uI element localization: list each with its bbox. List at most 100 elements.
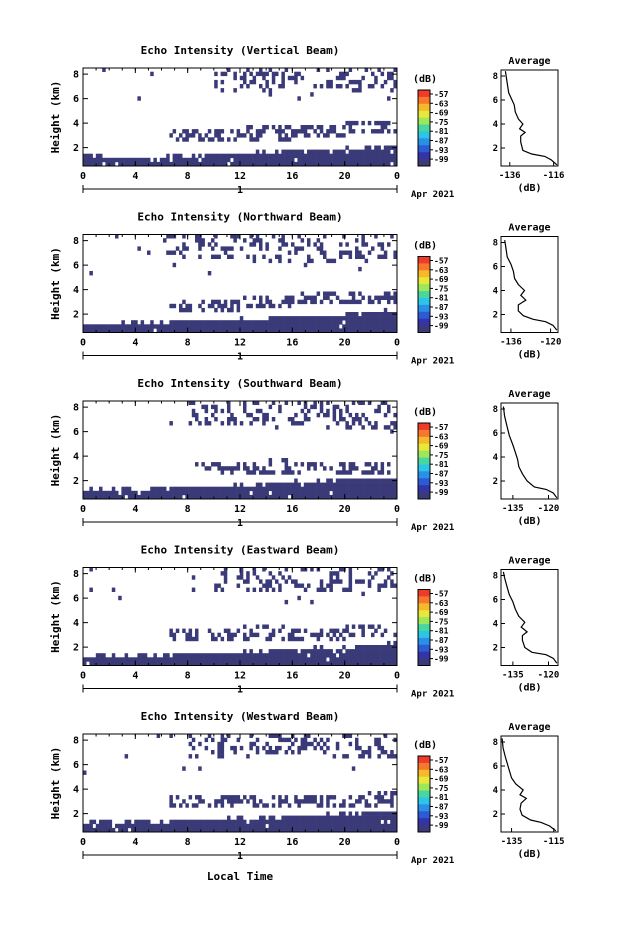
heatmap-cell [246,494,250,500]
heatmap-cell [236,494,241,500]
heatmap-cell [246,827,250,833]
average-y-tick-label: 4 [493,120,499,130]
heatmap-cell [249,823,253,829]
heatmap-cell [223,657,228,662]
heatmap-cell [233,417,237,422]
heatmap-cell [201,490,205,496]
heatmap-cell [217,632,221,638]
heatmap-cell [361,653,365,658]
heatmap-cell [275,579,279,584]
heatmap-cell [351,819,356,825]
heatmap-cell [377,653,381,658]
heatmap-cell [342,628,346,633]
colorbar-segment [418,450,430,458]
heatmap-cell [374,645,378,650]
heatmap-cell [342,153,346,159]
heatmap-cell [335,157,340,163]
heatmap-cell [259,242,263,247]
heatmap-cell [342,234,346,239]
heatmap-cell [252,324,257,329]
heatmap-cell [284,599,289,605]
heatmap-cell [175,161,180,167]
heatmap-cell [214,234,218,239]
day-tick-label: 1 [237,352,243,363]
heatmap-cell [195,653,199,658]
heatmap-cell [220,754,225,759]
heatmap-cell [175,628,180,633]
heatmap-cell [383,653,388,658]
heatmap-cell [179,823,183,829]
heatmap-cell [252,295,257,300]
heatmap-cell [195,129,199,134]
heatmap-cell [329,653,333,658]
heatmap-cell [259,303,263,309]
heatmap-cell [268,636,273,642]
heatmap-cell [287,823,292,829]
heatmap-cell [371,316,375,321]
heatmap-cell [217,827,221,833]
heatmap-cell [201,657,205,662]
heatmap-cell [188,486,193,492]
heatmap-cell [319,653,324,658]
heatmap-cell [214,803,218,808]
heatmap-cell [358,299,362,305]
heatmap-cell [387,75,391,81]
heatmap-cell [239,745,244,751]
heatmap-cell [358,478,362,483]
heatmap-cell [297,470,301,475]
heatmap-cell [223,486,228,492]
heatmap-cell [291,133,295,138]
heatmap-cell [387,242,391,247]
heatmap-cell [259,324,263,329]
heatmap-cell [380,478,385,483]
heatmap-cell [374,320,378,325]
heatmap-cell [86,153,90,159]
heatmap-cell [300,741,305,747]
heatmap-cell [246,324,250,329]
heatmap-cell [207,486,212,492]
heatmap-cell [284,653,289,658]
heatmap-cell [127,157,132,163]
heatmap-cell [227,653,231,658]
heatmap-cell [374,149,378,154]
heatmap-cell [294,246,298,251]
heatmap-cell [236,815,241,820]
date-label: Apr 2021 [411,856,454,866]
heatmap-cell [361,295,365,300]
heatmap-cell [230,795,234,800]
heatmap-cell [383,145,388,150]
heatmap-cell [207,157,212,163]
heatmap-cell [364,653,369,658]
heatmap-cell [134,827,138,833]
heatmap-cell [319,246,324,251]
colorbar-tick-label: -81 [434,294,449,303]
colorbar-segment [418,304,430,313]
heatmap-cell [307,815,311,820]
heatmap-cell [230,486,234,492]
heatmap-cell [291,750,295,755]
heatmap-cell [380,149,385,154]
y-tick-label: 8 [73,70,79,81]
heatmap-cell [230,303,234,309]
heatmap-cell [268,649,273,654]
heatmap-cell [358,661,362,666]
y-tick-label: 6 [73,594,79,605]
heatmap-cell [230,632,234,638]
heatmap-cell [367,823,372,829]
heatmap-cell [287,250,292,255]
heatmap-cell [361,425,365,430]
heatmap-cell [271,75,276,81]
heatmap-cell [236,161,241,167]
heatmap-cell [227,421,231,426]
heatmap-cell [268,486,273,492]
heatmap-cell [131,320,135,325]
heatmap-cell [390,799,394,804]
heatmap-cell [287,75,292,81]
heatmap-cell [179,153,183,159]
heatmap-cell [348,486,353,492]
heatmap-cell [358,320,362,325]
heatmap-cell [303,649,308,654]
heatmap-cell [374,490,378,496]
heatmap-cell [345,320,349,325]
heatmap-cell [287,819,292,825]
